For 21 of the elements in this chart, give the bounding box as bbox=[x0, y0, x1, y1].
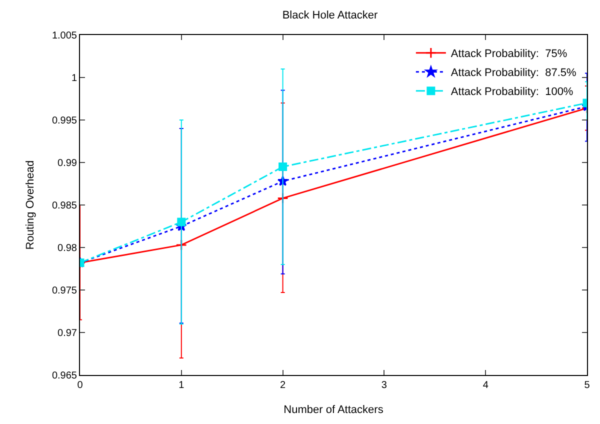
legend-label: Attack Probability: 87.5% bbox=[450, 67, 576, 80]
chart-title: Black Hole Attacker bbox=[282, 9, 378, 22]
x-tick-label: 2 bbox=[280, 380, 286, 391]
y-tick-label: 0.985 bbox=[52, 200, 78, 212]
y-tick-label: 0.975 bbox=[52, 286, 78, 296]
x-tick-label: 3 bbox=[381, 380, 388, 391]
y-tick-label: 0.965 bbox=[52, 370, 78, 382]
y-tick-label: 0.97 bbox=[58, 328, 78, 339]
legend-label: Attack Probability: 100% bbox=[450, 86, 574, 98]
y-tick-label: 0.99 bbox=[58, 158, 78, 169]
x-tick-label: 4 bbox=[482, 380, 489, 391]
legend-label: Attack Probability: 75% bbox=[450, 48, 568, 60]
y-tick-label: 0.995 bbox=[52, 116, 78, 126]
y-tick-label: 0.98 bbox=[58, 243, 78, 254]
x-tick-label: 1 bbox=[178, 380, 185, 391]
y-axis-title: Routing Overhead bbox=[24, 160, 37, 250]
y-tick-label: 1.005 bbox=[52, 30, 78, 42]
x-axis-title: Number of Attackers bbox=[284, 404, 384, 416]
x-tick-label: 5 bbox=[584, 380, 590, 391]
x-tick-label: 0 bbox=[77, 380, 84, 391]
y-tick-label: 1 bbox=[71, 73, 78, 84]
